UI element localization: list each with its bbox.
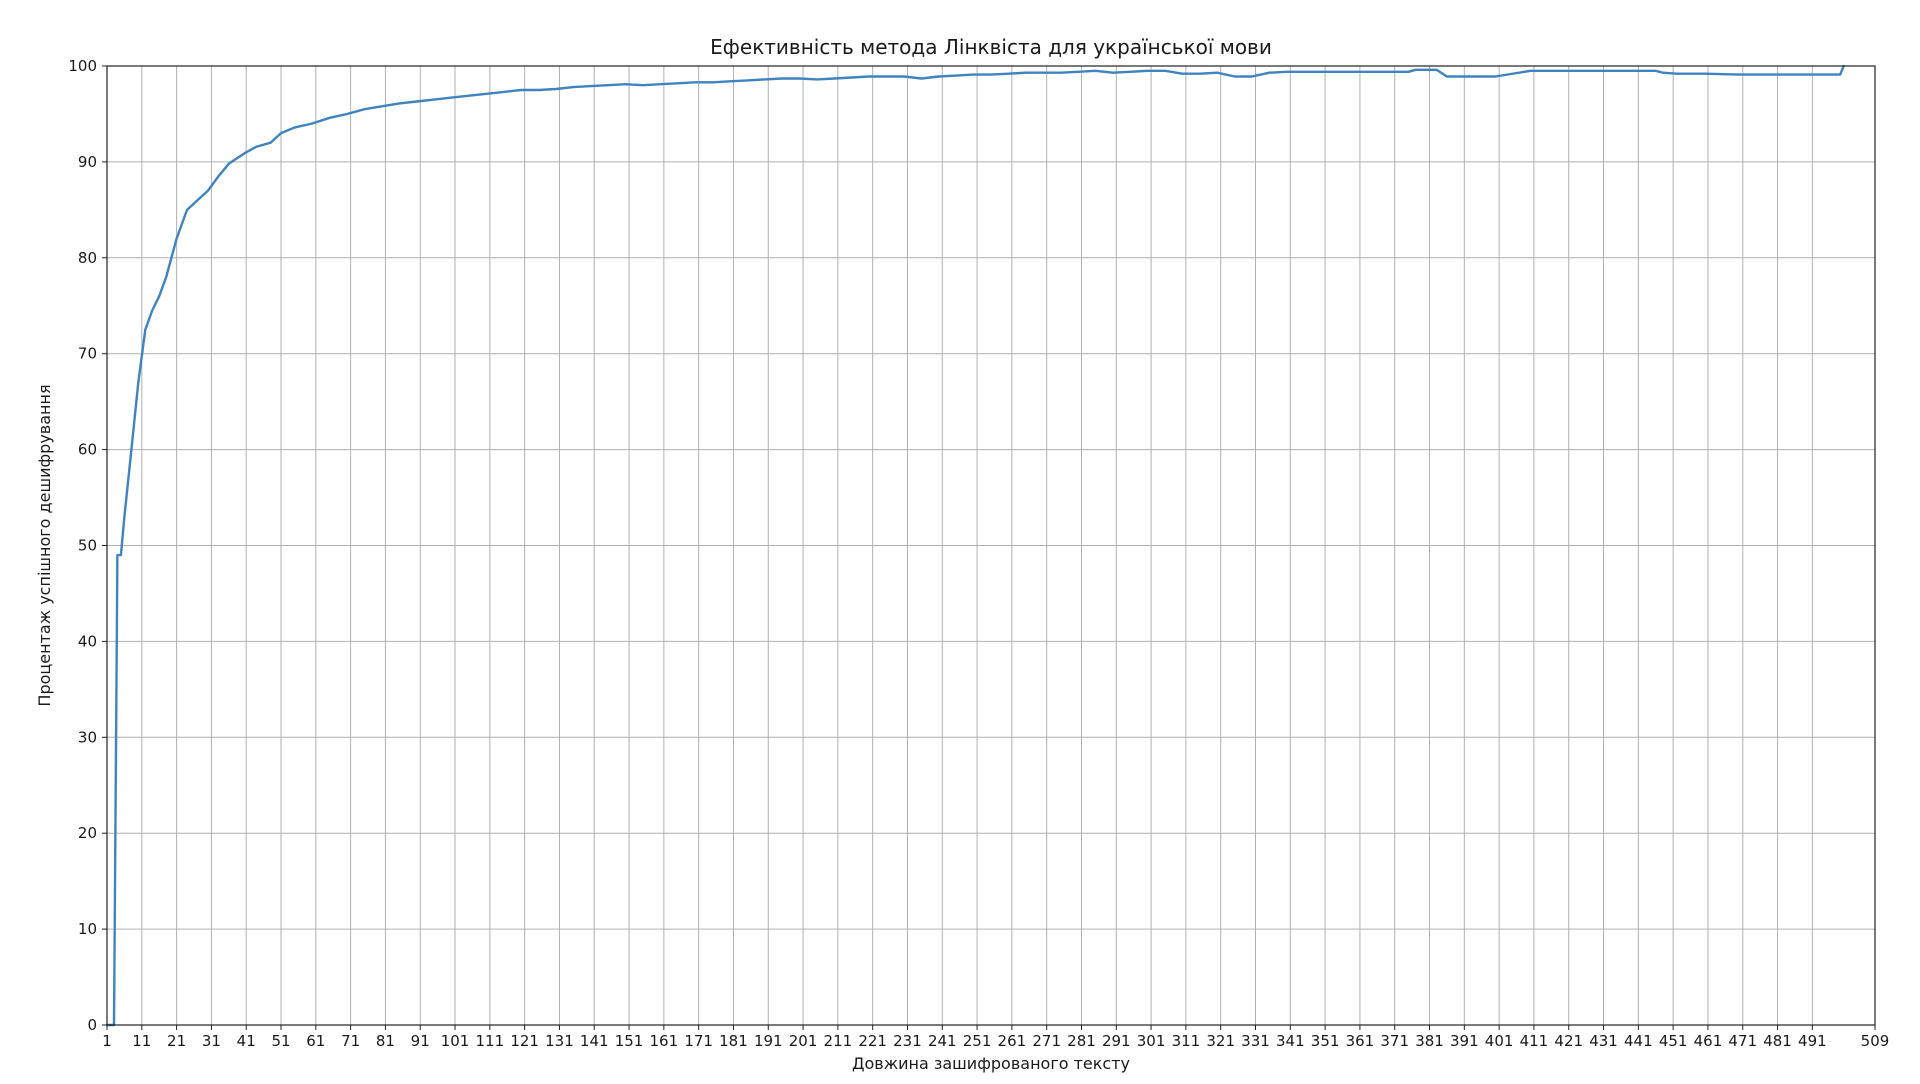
x-tick-label: 481 xyxy=(1763,1032,1792,1050)
x-tick-label: 291 xyxy=(1102,1032,1131,1050)
x-tick-label: 271 xyxy=(1032,1032,1061,1050)
x-tick-label: 441 xyxy=(1624,1032,1653,1050)
x-tick-label: 11 xyxy=(132,1032,151,1050)
x-tick-label: 171 xyxy=(684,1032,713,1050)
y-axis-title: Процентаж успішного дешифрування xyxy=(35,384,54,706)
x-axis-title: Довжина зашифрованого тексту xyxy=(852,1054,1130,1073)
series-line xyxy=(105,64,1845,1027)
x-tick-label: 461 xyxy=(1694,1032,1723,1050)
x-tick-label: 381 xyxy=(1415,1032,1444,1050)
x-tick-label: 221 xyxy=(858,1032,887,1050)
x-tick-label: 431 xyxy=(1589,1032,1618,1050)
x-tick-label: 211 xyxy=(824,1032,853,1050)
x-tick-label: 451 xyxy=(1659,1032,1688,1050)
y-tick-label: 90 xyxy=(78,153,97,171)
x-tick-label: 241 xyxy=(928,1032,957,1050)
y-tick-label: 40 xyxy=(78,632,97,650)
x-tick-label: 491 xyxy=(1798,1032,1827,1050)
x-tick-label: 121 xyxy=(510,1032,539,1050)
x-tick-label: 231 xyxy=(893,1032,922,1050)
y-axis: 0 10 20 30 40 50 60 70 80 90 100 xyxy=(68,57,107,1034)
x-tick-label: 1 xyxy=(102,1032,112,1050)
y-tick-label: 80 xyxy=(78,249,97,267)
x-tick-label: 281 xyxy=(1067,1032,1096,1050)
x-tick-label: 311 xyxy=(1172,1032,1201,1050)
y-tick-label: 0 xyxy=(87,1016,97,1034)
x-tick-label: 331 xyxy=(1241,1032,1270,1050)
y-tick-label: 60 xyxy=(78,441,97,459)
x-tick-label: 91 xyxy=(411,1032,430,1050)
x-tick-label: 421 xyxy=(1554,1032,1583,1050)
x-tick-label: 201 xyxy=(789,1032,818,1050)
y-tick-label: 30 xyxy=(78,728,97,746)
x-tick-label: 81 xyxy=(376,1032,395,1050)
x-tick-label: 411 xyxy=(1520,1032,1549,1050)
x-tick-label: 111 xyxy=(476,1032,505,1050)
x-tick-label: 351 xyxy=(1311,1032,1340,1050)
x-axis: 1 11 21 31 41 51 61 71 81 91 101 111 121 131 141 151 161… xyxy=(102,1025,1889,1050)
x-tick-label: 131 xyxy=(545,1032,574,1050)
y-tick-label: 20 xyxy=(78,824,97,842)
x-tick-label: 509 xyxy=(1861,1032,1890,1050)
grid xyxy=(106,65,1876,1026)
x-tick-label: 181 xyxy=(719,1032,748,1050)
x-tick-label: 51 xyxy=(271,1032,290,1050)
x-tick-label: 321 xyxy=(1206,1032,1235,1050)
x-tick-label: 471 xyxy=(1728,1032,1757,1050)
x-tick-label: 261 xyxy=(998,1032,1027,1050)
x-tick-label: 31 xyxy=(202,1032,221,1050)
x-tick-label: 71 xyxy=(341,1032,360,1050)
x-tick-label: 371 xyxy=(1380,1032,1409,1050)
x-tick-label: 41 xyxy=(237,1032,256,1050)
x-tick-label: 341 xyxy=(1276,1032,1305,1050)
x-tick-label: 191 xyxy=(754,1032,783,1050)
x-tick-label: 141 xyxy=(580,1032,609,1050)
x-tick-label: 61 xyxy=(306,1032,325,1050)
y-tick-label: 70 xyxy=(78,345,97,363)
x-tick-label: 21 xyxy=(167,1032,186,1050)
series-layer xyxy=(105,64,1845,1027)
x-tick-label: 251 xyxy=(963,1032,992,1050)
x-tick-label: 391 xyxy=(1450,1032,1479,1050)
y-tick-label: 100 xyxy=(68,57,97,75)
y-tick-label: 10 xyxy=(78,920,97,938)
x-tick-label: 401 xyxy=(1485,1032,1514,1050)
y-tick-label: 50 xyxy=(78,537,97,555)
x-tick-label: 151 xyxy=(615,1032,644,1050)
x-tick-label: 361 xyxy=(1346,1032,1375,1050)
x-tick-label: 101 xyxy=(441,1032,470,1050)
chart-title: Ефективність метода Лінквіста для україн… xyxy=(710,35,1272,59)
x-tick-label: 301 xyxy=(1137,1032,1166,1050)
x-tick-label: 161 xyxy=(650,1032,679,1050)
